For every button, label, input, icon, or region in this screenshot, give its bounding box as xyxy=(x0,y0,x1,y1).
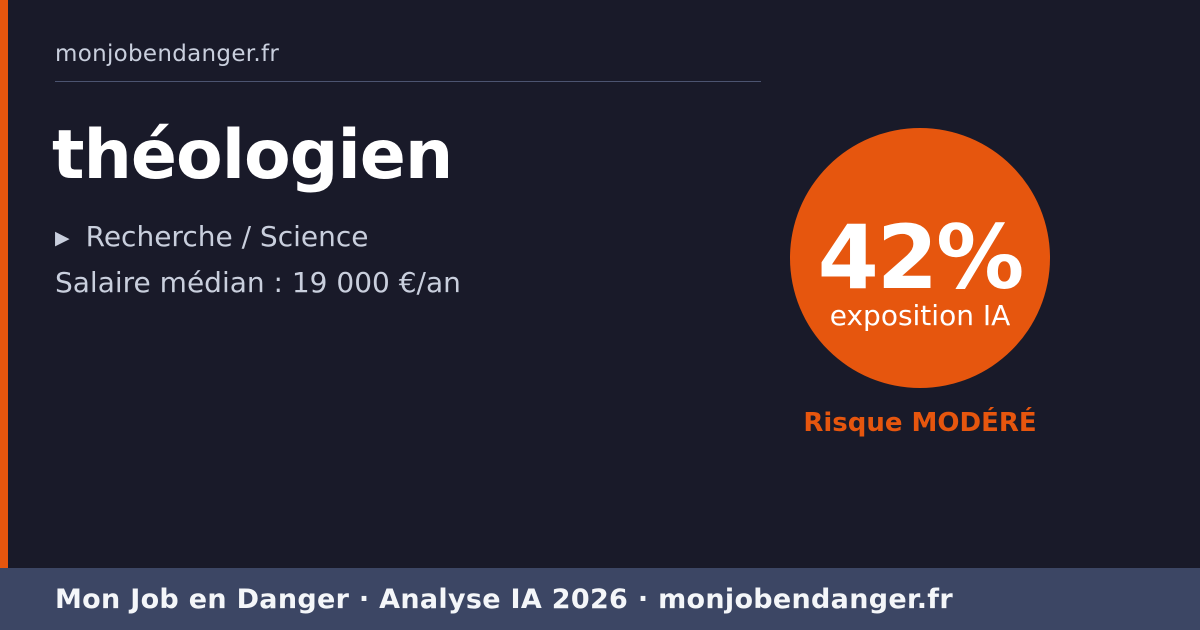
header-divider xyxy=(55,81,761,82)
exposure-badge: 42% exposition IA xyxy=(790,128,1050,388)
exposure-percent-value: 42% xyxy=(817,205,1025,309)
exposure-caption: exposition IA xyxy=(829,299,1011,333)
footer-bar: Mon Job en Danger · Analyse IA 2026 · mo… xyxy=(0,568,1200,630)
job-category-row: ▶ Recherche / Science xyxy=(55,220,368,253)
job-title: théologien xyxy=(52,116,453,195)
risk-level-label: Risque MODÉRÉ xyxy=(803,408,1037,438)
triangle-bullet-icon: ▶ xyxy=(55,226,70,249)
site-domain: monjobendanger.fr xyxy=(55,41,280,67)
job-category-label: Recherche / Science xyxy=(85,220,369,253)
accent-stripe xyxy=(0,0,8,568)
salary-label: Salaire médian : 19 000 €/an xyxy=(55,266,461,299)
footer-text: Mon Job en Danger · Analyse IA 2026 · mo… xyxy=(55,583,953,615)
